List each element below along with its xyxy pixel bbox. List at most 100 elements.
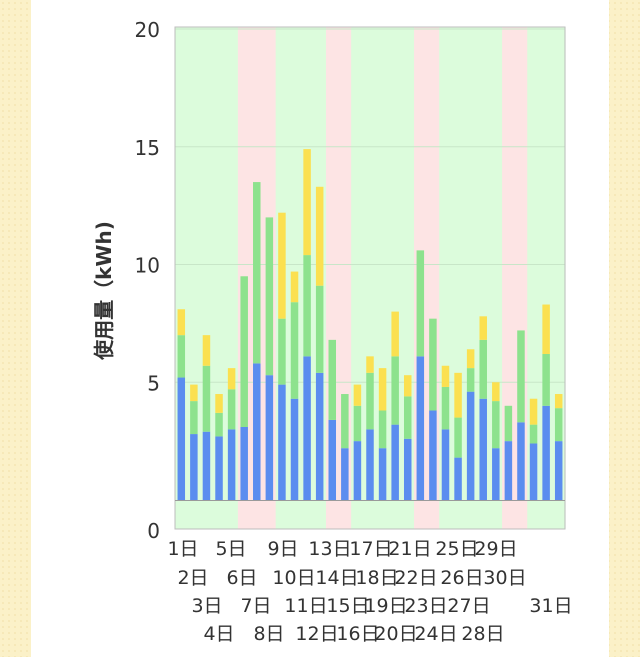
x-tick-label-3: 3日 — [191, 595, 222, 617]
x-tick-label-16: 16日 — [336, 623, 379, 645]
bar-4-segment-3 — [215, 394, 223, 413]
bar-22-segment-1 — [441, 429, 450, 500]
bar-19-segment-2 — [403, 396, 412, 439]
x-tick-label-25: 25日 — [435, 538, 478, 560]
bar-18-segment-2 — [391, 356, 399, 425]
bar-25-segment-3 — [479, 316, 487, 340]
x-tick-label-15: 15日 — [326, 595, 369, 617]
x-tick-label-13: 13日 — [308, 538, 351, 560]
bar-3-segment-3 — [202, 335, 211, 366]
y-tick-label-15: 15 — [135, 136, 160, 160]
x-tick-label-11: 11日 — [284, 595, 327, 617]
bar-3-segment-1 — [202, 431, 211, 500]
bar-12-segment-1 — [315, 372, 324, 500]
bar-9-segment-1 — [278, 384, 286, 500]
x-tick-label-2: 2日 — [177, 567, 208, 589]
bar-25-segment-1 — [479, 398, 487, 500]
bar-29-segment-2 — [529, 424, 538, 444]
x-tick-label-20: 20日 — [374, 623, 417, 645]
bar-30-segment-2 — [542, 353, 550, 406]
bar-4-segment-1 — [215, 436, 223, 500]
y-tick-label-10: 10 — [135, 254, 160, 278]
bar-10-segment-1 — [290, 398, 299, 500]
x-tick-label-9: 9日 — [267, 538, 298, 560]
bar-12-segment-2 — [315, 285, 324, 373]
bar-30-segment-1 — [542, 405, 550, 500]
bar-19-segment-1 — [403, 438, 412, 500]
x-tick-label-23: 23日 — [404, 595, 447, 617]
bar-1-segment-3 — [177, 309, 186, 336]
bar-10-segment-2 — [290, 302, 299, 399]
bar-1-segment-2 — [177, 335, 186, 378]
x-tick-label-4: 4日 — [203, 623, 234, 645]
bar-11-segment-1 — [303, 356, 311, 500]
bar-27-segment-2 — [504, 405, 513, 442]
bar-16-segment-1 — [366, 429, 374, 500]
bar-17-segment-2 — [378, 410, 387, 449]
bar-5-segment-3 — [227, 368, 236, 390]
bar-8-segment-2 — [265, 217, 274, 376]
bar-11-segment-2 — [303, 255, 311, 357]
x-tick-label-14: 14日 — [315, 567, 358, 589]
x-tick-label-17: 17日 — [349, 538, 392, 560]
bar-2-segment-1 — [190, 434, 198, 500]
bar-30-segment-3 — [542, 304, 550, 354]
x-tick-label-30: 30日 — [483, 567, 526, 589]
bar-15-segment-2 — [353, 405, 362, 442]
bar-18-segment-1 — [391, 424, 399, 500]
bar-2-segment-2 — [190, 401, 198, 435]
x-tick-label-1: 1日 — [167, 538, 198, 560]
bar-21-segment-1 — [429, 410, 437, 500]
bar-25-segment-2 — [479, 339, 487, 399]
x-tick-label-6: 6日 — [226, 567, 257, 589]
x-tick-label-29: 29日 — [474, 538, 517, 560]
bar-21-segment-2 — [429, 318, 437, 411]
x-tick-label-5: 5日 — [215, 538, 246, 560]
x-tick-label-18: 18日 — [355, 567, 398, 589]
y-tick-label-0: 0 — [147, 519, 160, 543]
bar-22-segment-3 — [441, 365, 450, 387]
x-tick-label-19: 19日 — [364, 595, 407, 617]
x-tick-label-26: 26日 — [440, 567, 483, 589]
bar-28-segment-2 — [517, 330, 525, 423]
bar-24-segment-1 — [466, 391, 475, 500]
bar-10-segment-3 — [290, 271, 299, 303]
bar-23-segment-2 — [454, 417, 462, 458]
bar-16-segment-2 — [366, 372, 374, 430]
x-tick-label-21: 21日 — [388, 538, 431, 560]
bar-3-segment-2 — [202, 365, 211, 432]
bar-27-segment-1 — [504, 441, 513, 500]
bar-24-segment-3 — [466, 349, 475, 369]
bar-17-segment-3 — [378, 368, 387, 411]
day-band-27 — [502, 27, 516, 529]
bar-4-segment-2 — [215, 412, 223, 437]
bar-9-segment-2 — [278, 318, 286, 385]
x-tick-label-7: 7日 — [240, 595, 271, 617]
x-tick-label-28: 28日 — [461, 623, 504, 645]
bar-1-segment-1 — [177, 377, 186, 500]
bar-23-segment-3 — [454, 372, 462, 418]
bar-31-segment-2 — [554, 408, 563, 442]
bar-2-segment-3 — [190, 384, 198, 402]
bar-5-segment-2 — [227, 389, 236, 430]
bar-24-segment-2 — [466, 368, 475, 392]
bar-9-segment-3 — [278, 212, 286, 319]
plot-border — [174, 26, 566, 530]
y-tick-label-5: 5 — [147, 371, 160, 395]
bar-31-segment-1 — [554, 441, 563, 500]
bar-5-segment-1 — [227, 429, 236, 500]
bar-7-segment-2 — [253, 182, 261, 364]
bar-7-segment-1 — [253, 363, 261, 500]
bar-18-segment-3 — [391, 311, 399, 357]
bar-31-segment-3 — [554, 394, 563, 409]
bar-11-segment-3 — [303, 149, 311, 256]
bar-16-segment-3 — [366, 356, 374, 373]
bar-13-segment-1 — [328, 419, 337, 500]
bar-20-segment-2 — [416, 250, 425, 357]
bar-28-segment-1 — [517, 422, 525, 500]
bar-6-segment-2 — [240, 276, 248, 427]
bar-26-segment-3 — [492, 382, 500, 402]
x-tick-label-8: 8日 — [253, 623, 284, 645]
bar-15-segment-3 — [353, 384, 362, 406]
bar-29-segment-1 — [529, 443, 538, 500]
